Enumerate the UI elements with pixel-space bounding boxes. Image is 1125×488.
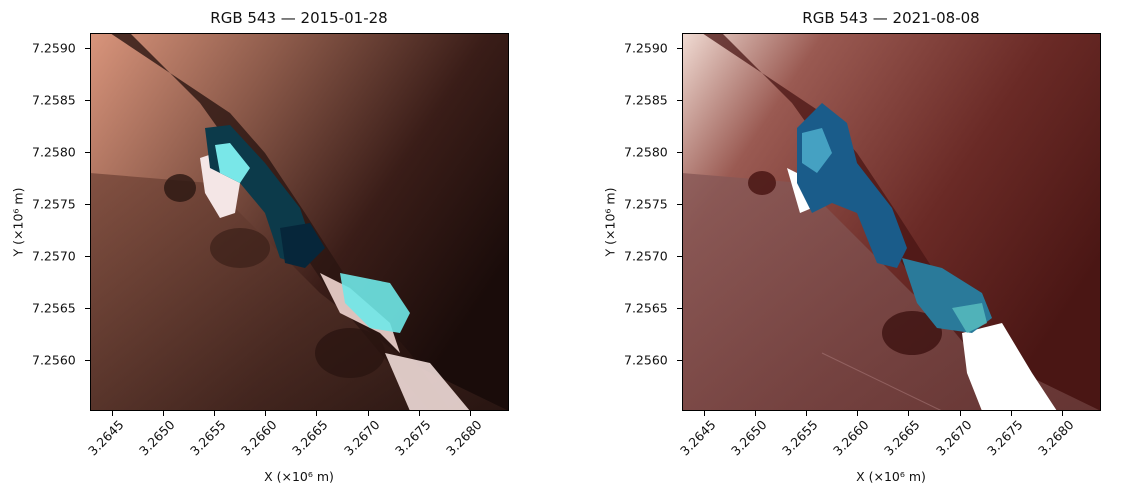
y-tick-label: 7.2575 <box>32 196 76 212</box>
x-tick-label: 3.2650 <box>136 417 178 459</box>
x-tick-mark <box>1010 411 1012 416</box>
panel-1-lake-bright <box>215 143 250 183</box>
x-tick-mark <box>112 411 113 416</box>
panel-1-ylabel: Y (×10⁶ m) <box>10 187 26 257</box>
x-tick-label: 3.2655 <box>187 417 229 459</box>
panel-2-line <box>821 352 943 411</box>
x-tick-mark <box>857 411 859 416</box>
y-tick-mark <box>677 256 682 257</box>
y-tick-mark <box>85 256 90 257</box>
panel-1-shadow <box>315 328 385 378</box>
y-tick-mark <box>85 360 90 361</box>
y-tick-label: 7.2585 <box>32 92 76 108</box>
panel-2-title: RGB 543 — 2021-08-08 <box>802 9 980 27</box>
y-tick-mark <box>677 152 682 153</box>
panel-1-satellite-image <box>90 33 509 411</box>
panel-1-lake <box>280 223 325 268</box>
x-tick-mark <box>755 411 757 416</box>
y-tick-mark <box>677 204 682 205</box>
panel-2-snow <box>962 323 1057 411</box>
x-tick-label: 3.2665 <box>881 417 923 459</box>
panel-1-shadow <box>210 228 270 268</box>
panel-1-terrain <box>90 173 509 411</box>
y-tick-label: 7.2570 <box>32 248 76 264</box>
x-tick-mark <box>908 411 910 416</box>
x-tick-label: 3.2650 <box>728 417 770 459</box>
x-tick-mark <box>418 411 420 416</box>
panel-2-image <box>682 33 1101 411</box>
y-tick-mark <box>677 360 682 361</box>
x-tick-label: 3.2645 <box>677 417 719 459</box>
x-tick-mark <box>265 411 267 416</box>
y-tick-label: 7.2575 <box>624 196 668 212</box>
panel-1-title: RGB 543 — 2015-01-28 <box>210 9 388 27</box>
x-tick-mark <box>316 411 318 416</box>
y-tick-label: 7.2570 <box>624 248 668 264</box>
y-tick-label: 7.2565 <box>32 300 76 316</box>
panel-1-snow <box>200 153 240 218</box>
x-tick-label: 3.2675 <box>983 417 1026 459</box>
y-tick-label: 7.2585 <box>624 92 668 108</box>
x-tick-mark <box>806 411 808 416</box>
panel-2-shadow <box>748 171 776 195</box>
x-tick-mark <box>163 411 165 416</box>
y-tick-mark <box>85 308 90 309</box>
y-tick-label: 7.2590 <box>624 40 668 56</box>
x-tick-label: 3.2645 <box>85 417 127 459</box>
panel-2-ylabel: Y (×10⁶ m) <box>602 187 618 257</box>
x-tick-mark <box>704 411 705 416</box>
y-tick-label: 7.2580 <box>32 144 76 160</box>
x-tick-label: 3.2670 <box>932 417 975 459</box>
y-tick-label: 7.2560 <box>32 352 76 368</box>
x-tick-label: 3.2660 <box>830 417 872 459</box>
y-tick-label: 7.2580 <box>624 144 668 160</box>
panel-1-lake <box>340 273 410 333</box>
y-tick-label: 7.2590 <box>32 40 76 56</box>
panel-2-satellite-image <box>682 33 1101 411</box>
panel-2-shadow <box>882 311 942 355</box>
y-tick-mark <box>85 48 90 49</box>
y-tick-mark <box>677 308 682 309</box>
panel-2-lake-bright <box>952 303 987 333</box>
x-tick-label: 3.2660 <box>238 417 280 459</box>
x-tick-mark <box>367 411 369 416</box>
panel-2-terrain <box>682 173 1101 411</box>
y-tick-mark <box>85 204 90 205</box>
panel-2-xlabel: X (×10⁶ m) <box>856 469 926 484</box>
y-tick-mark <box>677 100 682 101</box>
y-tick-mark <box>85 100 90 101</box>
x-tick-label: 3.2680 <box>1034 417 1077 459</box>
x-tick-label: 3.2665 <box>289 417 331 459</box>
panel-1-shadow <box>164 174 196 202</box>
panel-2-snow <box>787 168 812 213</box>
x-tick-mark <box>1061 411 1063 416</box>
x-tick-label: 3.2670 <box>340 417 383 459</box>
panel-1-image <box>90 33 509 411</box>
panel-1-xlabel: X (×10⁶ m) <box>264 469 334 484</box>
x-tick-mark <box>469 411 471 416</box>
y-tick-label: 7.2565 <box>624 300 668 316</box>
y-tick-mark <box>677 48 682 49</box>
x-tick-label: 3.2680 <box>442 417 485 459</box>
panel-1-snow <box>385 353 470 411</box>
x-tick-label: 3.2675 <box>391 417 434 459</box>
y-tick-mark <box>85 152 90 153</box>
x-tick-mark <box>959 411 961 416</box>
x-tick-mark <box>214 411 216 416</box>
x-tick-label: 3.2655 <box>779 417 821 459</box>
panel-2-lake-bright <box>802 128 832 173</box>
y-tick-label: 7.2560 <box>624 352 668 368</box>
